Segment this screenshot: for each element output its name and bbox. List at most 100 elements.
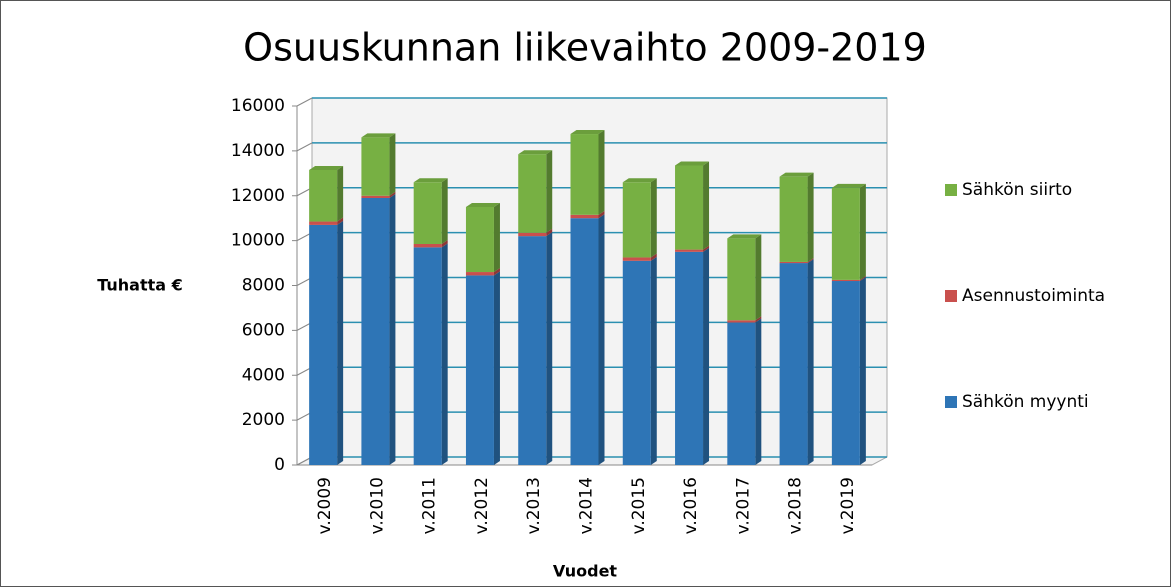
x-tick-label: v.2014 <box>577 477 597 534</box>
bar <box>570 134 599 215</box>
bar-side <box>337 220 344 465</box>
bar <box>413 243 442 248</box>
bar-side <box>441 178 448 244</box>
bar <box>518 232 547 237</box>
bar <box>727 322 756 465</box>
bar-side <box>546 150 553 233</box>
bar <box>779 176 808 262</box>
bar <box>831 187 860 280</box>
bar <box>675 249 704 252</box>
bar-side <box>807 257 814 264</box>
bar <box>465 275 494 465</box>
x-tick-label: v.2011 <box>420 477 440 534</box>
bar-side <box>703 161 710 250</box>
bar <box>831 281 860 465</box>
bar-top <box>413 178 448 183</box>
bar-side <box>859 277 866 465</box>
bar-top <box>361 133 396 138</box>
x-axis-label: Vuodet <box>553 562 618 581</box>
bar <box>675 165 704 250</box>
bar-side <box>389 133 396 196</box>
bar-side <box>650 178 657 258</box>
bar <box>622 260 651 465</box>
bar-top <box>465 202 500 207</box>
bar-side <box>493 268 500 276</box>
bar-side <box>755 234 762 321</box>
bar <box>622 257 651 261</box>
bar-top <box>622 178 657 183</box>
grid-line-depth <box>296 97 313 107</box>
bar-side <box>807 172 814 262</box>
bar <box>361 195 390 198</box>
x-tick-label: v.2012 <box>472 477 492 534</box>
y-tick-label: 2000 <box>242 410 285 430</box>
bar-side <box>493 202 500 273</box>
bar-top <box>779 172 814 177</box>
bar-side <box>703 245 710 252</box>
x-tick-label: v.2019 <box>838 477 858 534</box>
chart-title: Osuuskunnan liikevaihto 2009-2019 <box>243 26 927 70</box>
bar-side <box>598 214 605 465</box>
x-tick-label: v.2017 <box>733 477 753 534</box>
legend-swatch <box>945 290 957 302</box>
bar-top <box>727 234 762 239</box>
bar <box>622 182 651 258</box>
bar-side <box>859 275 866 282</box>
bar <box>779 263 808 465</box>
x-tick-label: v.2009 <box>315 477 335 534</box>
bar <box>465 206 494 273</box>
x-tick-label: v.2016 <box>681 477 701 534</box>
bar-side <box>703 247 710 465</box>
bar <box>413 247 442 465</box>
bar-side <box>493 271 500 465</box>
bar-side <box>337 217 344 225</box>
y-tick-label: 0 <box>274 455 285 475</box>
bar-side <box>755 318 762 465</box>
bar <box>518 154 547 233</box>
bar-side <box>546 232 553 465</box>
bar-side <box>389 193 396 465</box>
bar-side <box>598 210 605 219</box>
bar <box>465 272 494 276</box>
y-tick-label: 16000 <box>231 96 285 116</box>
bar <box>779 261 808 264</box>
bar-top <box>309 165 344 170</box>
legend-label: Sähkön myynti <box>962 392 1089 412</box>
y-axis-label: Tuhatta € <box>97 276 183 295</box>
bar-side <box>650 253 657 261</box>
bar <box>361 137 390 196</box>
bar-top <box>831 183 866 188</box>
bar <box>831 279 860 282</box>
bar <box>518 236 547 465</box>
x-tick-label: v.2013 <box>524 477 544 534</box>
y-tick-label: 4000 <box>242 365 285 385</box>
bar <box>570 214 599 219</box>
bar-side <box>859 183 866 280</box>
bar <box>675 251 704 465</box>
bar <box>309 224 338 465</box>
grid-line-depth <box>296 142 313 152</box>
bar-side <box>755 316 762 323</box>
x-tick-label: v.2015 <box>629 477 649 534</box>
bar-side <box>807 259 814 465</box>
bar <box>309 221 338 225</box>
bar-top <box>570 130 605 135</box>
bar-top <box>675 161 710 166</box>
bar-side <box>441 239 448 248</box>
bar-side <box>337 165 344 222</box>
legend-swatch <box>945 184 957 196</box>
bar-side <box>546 228 553 237</box>
y-tick-label: 10000 <box>231 231 285 251</box>
legend-swatch <box>945 396 957 408</box>
y-tick-label: 6000 <box>242 320 285 340</box>
y-tick-label: 14000 <box>231 141 285 161</box>
legend-label: Asennustoiminta <box>962 286 1105 306</box>
bar <box>727 320 756 323</box>
bar-side <box>598 130 605 215</box>
bar-side <box>650 256 657 465</box>
bar <box>413 182 442 244</box>
bar <box>727 238 756 321</box>
legend-label: Sähkön siirto <box>962 180 1072 200</box>
bar-side <box>389 191 396 198</box>
